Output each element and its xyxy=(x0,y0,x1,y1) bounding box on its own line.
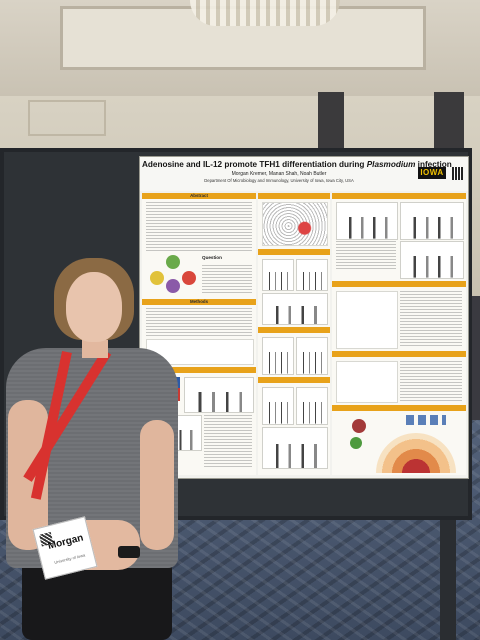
bar-chart-figure xyxy=(262,387,294,425)
poster-title: Adenosine and IL-12 promote TFH1 differe… xyxy=(142,160,452,169)
right-arm xyxy=(140,420,174,550)
diagram-node-icon xyxy=(182,271,196,285)
diagram-node-icon xyxy=(166,255,180,269)
results-band-middle xyxy=(258,249,330,255)
future-directions-text xyxy=(400,361,462,401)
bar-chart-figure xyxy=(262,337,294,375)
conclusion-text xyxy=(400,291,462,347)
abstract-heading: Abstract xyxy=(142,193,256,199)
results-band-left xyxy=(142,367,256,373)
badge-organization: University of Iowa xyxy=(53,552,86,565)
diagram-node-icon xyxy=(166,279,180,293)
methods-text xyxy=(146,308,252,336)
pathway-arrows-icon xyxy=(406,415,446,425)
wall-panel xyxy=(28,100,106,136)
bar-chart-figure xyxy=(262,427,328,469)
bar-chart-figure xyxy=(336,202,398,240)
results-band-right xyxy=(332,193,466,199)
poster-board-leg xyxy=(440,500,456,640)
badge-name: Morgan xyxy=(46,532,85,552)
line-plot-figure xyxy=(336,291,398,349)
poster-title-italic: Plasmodium xyxy=(366,160,416,169)
parasite-icon xyxy=(350,437,362,449)
scatter-figure xyxy=(336,361,398,403)
cell-icon xyxy=(352,419,366,433)
poster-authors: Morgan Kremer, Manan Shah, Noah Butler xyxy=(231,171,327,177)
bar-chart-figure xyxy=(400,202,464,240)
diagram-node-icon xyxy=(150,271,164,285)
results-band-right xyxy=(332,351,466,357)
figure-caption xyxy=(336,241,396,271)
chandelier xyxy=(190,0,340,26)
results-band-middle xyxy=(258,193,330,199)
question-heading: Question xyxy=(202,255,222,260)
bar-chart-figure xyxy=(184,377,254,413)
iowa-logo: IOWA xyxy=(418,167,446,179)
methods-heading: Methods xyxy=(142,299,256,305)
poster-department: Department Of Microbiology and Immunolog… xyxy=(204,178,354,183)
bar-chart-figure xyxy=(296,387,328,425)
face xyxy=(66,272,122,342)
figure-caption xyxy=(204,415,252,469)
poster-title-suffix: infection xyxy=(415,160,452,169)
pathway-diagram xyxy=(148,255,198,295)
abstract-text xyxy=(146,202,252,252)
germinal-center-diagram xyxy=(376,433,456,473)
poster-column-middle xyxy=(258,193,330,475)
poster-header: Adenosine and IL-12 promote TFH1 differe… xyxy=(140,157,468,191)
volcano-plot-figure xyxy=(262,202,328,246)
bar-chart-figure xyxy=(262,293,328,325)
bar-chart-figure xyxy=(400,241,464,279)
model-diagram xyxy=(346,413,456,473)
wall-pillar xyxy=(434,92,464,152)
poster-title-text: Adenosine and IL-12 promote TFH1 differe… xyxy=(142,160,367,169)
question-text xyxy=(202,265,252,295)
poster-column-right xyxy=(332,193,466,475)
wristwatch-icon xyxy=(118,546,140,558)
wall-pillar xyxy=(318,92,344,152)
qr-code-icon xyxy=(452,167,463,180)
bar-chart-figure xyxy=(296,259,328,291)
bar-chart-figure xyxy=(296,337,328,375)
results-band-right xyxy=(332,281,466,287)
results-band-middle xyxy=(258,327,330,333)
bar-chart-figure xyxy=(262,259,294,291)
research-poster: Adenosine and IL-12 promote TFH1 differe… xyxy=(140,157,468,478)
results-band-middle xyxy=(258,377,330,383)
model-heading xyxy=(332,405,466,411)
